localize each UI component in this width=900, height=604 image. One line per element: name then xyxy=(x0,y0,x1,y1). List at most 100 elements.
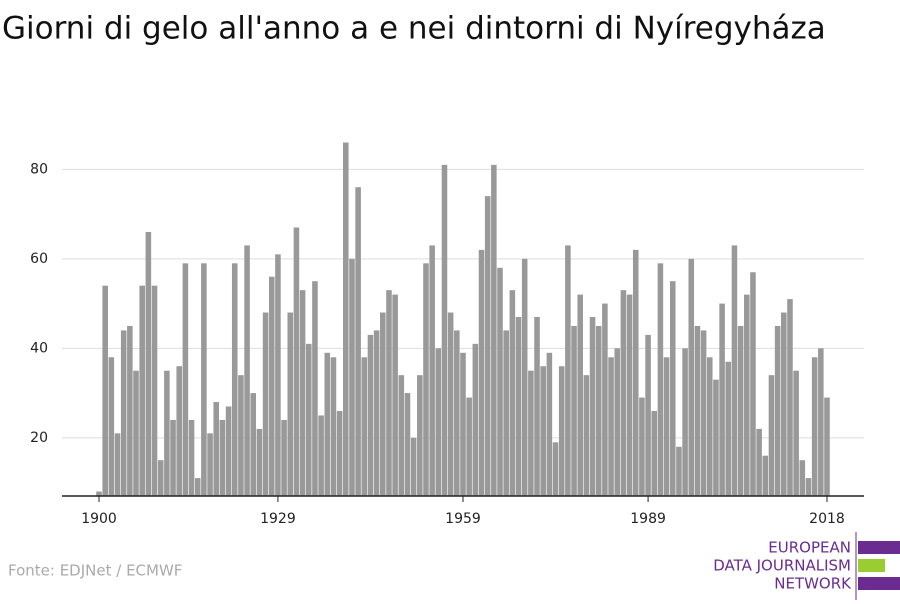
y-tick-label: 80 xyxy=(30,161,48,177)
bar xyxy=(380,312,386,496)
bar xyxy=(700,330,707,496)
bar xyxy=(774,325,781,496)
bar xyxy=(194,478,201,496)
bar xyxy=(120,330,127,496)
bar xyxy=(373,330,380,496)
bar xyxy=(528,370,534,496)
bar xyxy=(750,272,756,496)
bar xyxy=(491,164,497,496)
bar xyxy=(435,348,442,496)
bar xyxy=(454,330,460,496)
bar xyxy=(768,375,775,496)
bar xyxy=(182,263,189,496)
bar xyxy=(164,370,170,496)
bar xyxy=(244,245,250,496)
bar xyxy=(324,352,331,496)
bar xyxy=(231,263,238,496)
logo-bar xyxy=(858,577,900,590)
bar xyxy=(367,334,374,496)
bar xyxy=(238,375,244,496)
bar xyxy=(737,325,744,496)
bar xyxy=(602,303,608,496)
bar xyxy=(614,348,621,496)
bar xyxy=(725,361,732,496)
bar xyxy=(565,245,571,496)
bar xyxy=(262,312,269,496)
bar xyxy=(318,415,324,496)
bar xyxy=(639,397,645,496)
bar xyxy=(781,312,787,496)
bar xyxy=(589,317,596,496)
bar xyxy=(293,227,300,496)
bar xyxy=(114,433,121,496)
bar xyxy=(472,343,479,496)
bar xyxy=(651,410,658,496)
logo-bar xyxy=(858,559,885,572)
bar xyxy=(336,410,343,496)
bar xyxy=(540,366,546,496)
bar xyxy=(583,375,590,496)
bar xyxy=(546,352,553,496)
bar xyxy=(145,231,152,496)
bar xyxy=(349,258,355,496)
bar xyxy=(744,294,750,496)
bar xyxy=(305,343,312,496)
bar xyxy=(676,446,682,496)
bar xyxy=(361,357,368,496)
bar xyxy=(713,379,719,496)
bar xyxy=(312,281,318,496)
bar xyxy=(484,196,491,497)
bar xyxy=(287,312,294,496)
bar xyxy=(503,330,509,496)
logo-bar xyxy=(858,541,900,554)
bar xyxy=(207,433,213,496)
bar xyxy=(632,249,639,496)
logo-text: NETWORK xyxy=(774,575,852,593)
bar xyxy=(762,455,769,496)
bar xyxy=(127,325,133,496)
bar xyxy=(620,290,627,496)
bar xyxy=(423,263,429,496)
bar xyxy=(521,258,528,496)
bar xyxy=(139,285,145,496)
bar xyxy=(429,245,435,496)
bar xyxy=(256,428,263,496)
bar xyxy=(688,258,695,496)
bar xyxy=(170,419,176,496)
source: Fonte: EDJNet / ECMWF xyxy=(8,562,182,580)
bar xyxy=(398,375,405,496)
bar xyxy=(343,142,349,496)
bar xyxy=(225,406,232,496)
bar xyxy=(355,187,361,496)
bar xyxy=(706,357,713,496)
bar xyxy=(626,294,633,496)
bar xyxy=(731,245,738,496)
y-tick-label: 40 xyxy=(30,340,48,356)
bar xyxy=(509,290,516,496)
x-tick-label: 1989 xyxy=(630,511,666,527)
bar xyxy=(497,267,503,496)
bar xyxy=(577,294,583,496)
bar xyxy=(417,375,423,496)
bar xyxy=(824,397,830,496)
bar xyxy=(441,164,448,496)
logo-text: DATA JOURNALISM xyxy=(713,557,851,575)
bar xyxy=(460,352,466,496)
bar xyxy=(608,357,614,496)
bar xyxy=(645,334,651,496)
bar xyxy=(176,366,182,496)
bar xyxy=(447,312,454,496)
bar xyxy=(386,290,392,496)
bar xyxy=(811,357,818,496)
x-tick-label: 1959 xyxy=(445,511,481,527)
bar xyxy=(805,478,812,496)
bar xyxy=(102,285,108,496)
bar xyxy=(275,254,281,496)
bar xyxy=(410,437,417,496)
bar xyxy=(157,460,164,496)
bar xyxy=(478,249,485,496)
bar xyxy=(669,281,676,496)
bar xyxy=(552,442,559,496)
bar xyxy=(213,402,220,496)
